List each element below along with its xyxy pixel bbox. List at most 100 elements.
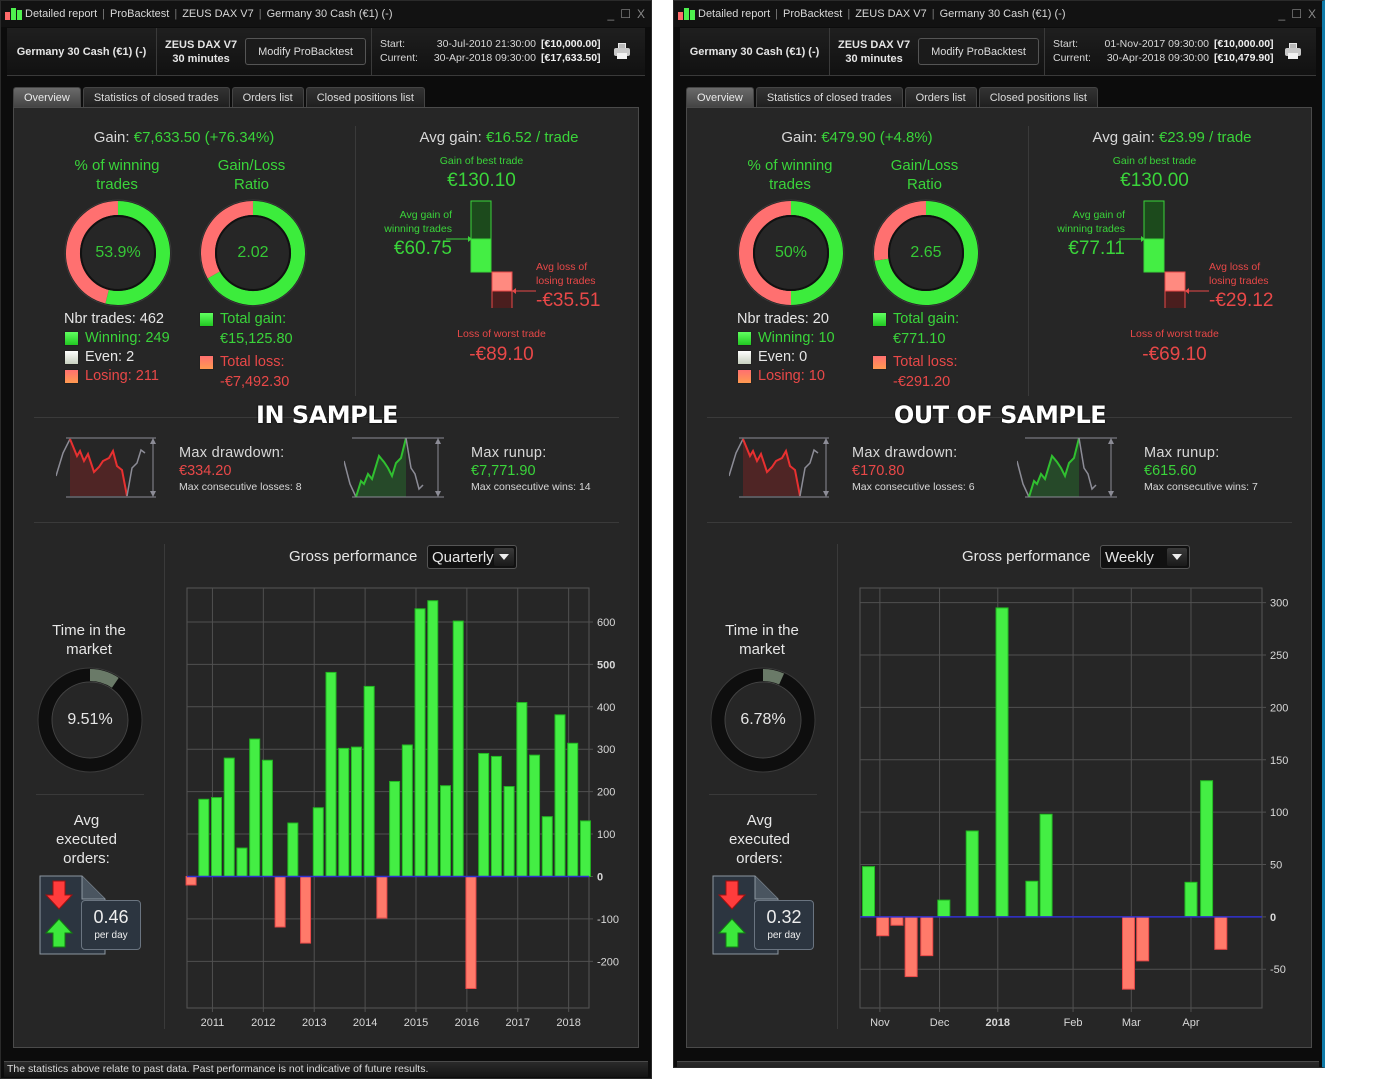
legend-total-loss: Total loss:	[199, 354, 284, 370]
legend-even: Even: 0	[737, 349, 807, 365]
per-day-label: per day	[94, 930, 128, 941]
y-tick-label: 100	[1270, 807, 1288, 819]
x-tick-label: Feb	[1064, 1017, 1083, 1029]
tab-overview[interactable]: Overview	[686, 87, 754, 107]
total-gain-value: €15,125.80	[220, 331, 293, 347]
avg-win-label: Avg gain of winning trades	[1045, 208, 1125, 236]
max-runup-value: €615.60	[1144, 463, 1197, 479]
max-runup-value: €7,771.90	[471, 463, 536, 479]
current-date: 30-Apr-2018 09:30:00	[433, 52, 536, 64]
bar-positive	[452, 620, 464, 877]
red-swatch	[64, 368, 79, 384]
tab-orders-list[interactable]: Orders list	[904, 87, 977, 107]
max-runup-block: Max runup: €7,771.90 Max consecutive win…	[471, 445, 591, 493]
y-tick-label: 300	[597, 744, 615, 756]
worst-trade-label: Loss of worst trade	[457, 328, 546, 340]
modify-probacktest-button[interactable]: Modify ProBacktest	[245, 38, 366, 65]
avg-gain-label: Avg gain:	[1092, 129, 1155, 146]
avg-loss-label: Avg loss of losing trades	[536, 260, 596, 288]
timeframe: 30 minutes	[172, 52, 230, 65]
start-label: Start:	[1053, 38, 1079, 50]
tab-orders-list[interactable]: Orders list	[231, 87, 304, 107]
bar-negative	[465, 875, 477, 989]
x-tick-label: Apr	[1182, 1017, 1199, 1029]
avg-loss-bar	[1164, 271, 1186, 292]
chevron-down-icon[interactable]	[494, 548, 514, 566]
bar-positive	[1039, 813, 1053, 918]
bar-negative	[890, 916, 904, 926]
title-bar[interactable]: Detailed report | ProBacktest | ZEUS DAX…	[1, 1, 651, 27]
title-part-module: ProBacktest	[110, 8, 170, 20]
y-tick-label: -200	[597, 956, 619, 968]
max-drawdown-label: Max drawdown:	[852, 445, 958, 461]
tab-closed-positions-list[interactable]: Closed positions list	[978, 87, 1098, 107]
time-in-market-arc	[762, 669, 785, 685]
minimize-icon[interactable]: _	[607, 7, 615, 21]
y-tick-label: -100	[597, 914, 619, 926]
tab-overview[interactable]: Overview	[13, 87, 81, 107]
start-capital: [€10,000.00]	[541, 38, 601, 50]
bar-positive	[389, 780, 401, 877]
tab-statistics-closed-trades[interactable]: Statistics of closed trades	[755, 87, 903, 107]
bar-positive	[427, 600, 439, 877]
avg-gain-summary: Avg gain: €23.99 / trade	[1032, 129, 1312, 146]
title-part-instrument: Germany 30 Cash (€1) (-)	[266, 8, 393, 20]
tab-closed-positions-list[interactable]: Closed positions list	[305, 87, 425, 107]
plot-area	[186, 587, 590, 1009]
worst-trade-bar	[491, 290, 513, 308]
avg-orders-line1: Avg	[73, 812, 100, 829]
instrument-name: Germany 30 Cash (€1) (-)	[680, 28, 830, 75]
avg-loss-label-line1: Avg loss of	[1209, 261, 1261, 273]
chevron-down-icon[interactable]	[1167, 548, 1187, 566]
close-icon[interactable]: X	[1307, 7, 1316, 21]
title-part-report: Detailed report	[25, 8, 98, 20]
period-select[interactable]: Weekly	[1100, 545, 1190, 569]
best-trade-label: Gain of best trade	[1112, 155, 1197, 167]
bar-positive	[325, 671, 337, 877]
winning-title-line1: % of winning	[747, 157, 833, 174]
title-bar[interactable]: Detailed report | ProBacktest | ZEUS DAX…	[674, 1, 1322, 27]
period-select[interactable]: Quarterly	[427, 545, 517, 569]
minimize-icon[interactable]: _	[1278, 7, 1286, 21]
best-trade-value: €130.10	[447, 170, 516, 191]
y-tick-label: 200	[1270, 702, 1288, 714]
winning-trades-title: % of winning trades	[725, 156, 855, 194]
total-gain-value: €771.10	[893, 331, 946, 347]
title-separator: |	[847, 8, 851, 20]
title-separator: |	[258, 8, 262, 20]
total-gain-label: Total gain:	[893, 311, 960, 327]
instrument-name: Germany 30 Cash (€1) (-)	[7, 28, 157, 75]
winning-title-line1: % of winning	[74, 157, 160, 174]
losing-count: Losing: 211	[85, 368, 159, 384]
start-capital: [€10,000.00]	[1214, 38, 1274, 50]
maximize-icon[interactable]: ☐	[620, 7, 631, 21]
loss-arc	[739, 201, 792, 305]
app-logo-icon	[5, 7, 22, 21]
bar-positive	[249, 738, 261, 877]
avg-orders-box: 0.46 per day	[39, 875, 144, 955]
close-icon[interactable]: X	[636, 7, 645, 21]
report-tabs: Overview Statistics of closed trades Ord…	[686, 87, 1098, 107]
ratio-title-line1: Gain/Loss	[217, 157, 286, 174]
drawdown-sparkline-icon	[729, 437, 829, 498]
overview-panel: Gain: €479.90 (+4.8%) % of winning trade…	[686, 107, 1312, 1048]
tab-statistics-closed-trades[interactable]: Statistics of closed trades	[82, 87, 230, 107]
bar-positive	[211, 797, 223, 877]
nbr-trades: Nbr trades: 462	[64, 311, 164, 327]
maximize-icon[interactable]: ☐	[1291, 7, 1302, 21]
printer-icon[interactable]	[1284, 42, 1302, 60]
winning-count: Winning: 249	[85, 330, 170, 346]
winning-count: Winning: 10	[758, 330, 835, 346]
time-in-market-title: Time in the market	[697, 621, 827, 659]
gross-performance-chart: Nov Dec 2018 Feb Mar Apr 300 250 200 150 100 50 0 -50	[859, 587, 1288, 1029]
avg-gain-label: Avg gain:	[419, 129, 482, 146]
white-swatch	[64, 349, 79, 365]
modify-probacktest-button[interactable]: Modify ProBacktest	[918, 38, 1039, 65]
bar-positive	[554, 714, 566, 877]
bar-positive	[223, 757, 235, 877]
bar-negative	[1121, 916, 1135, 990]
legend-total-gain: Total gain:	[199, 311, 286, 327]
current-capital: [€10,479.90]	[1214, 52, 1274, 64]
max-runup-label: Max runup:	[1144, 445, 1220, 461]
printer-icon[interactable]	[613, 42, 631, 60]
